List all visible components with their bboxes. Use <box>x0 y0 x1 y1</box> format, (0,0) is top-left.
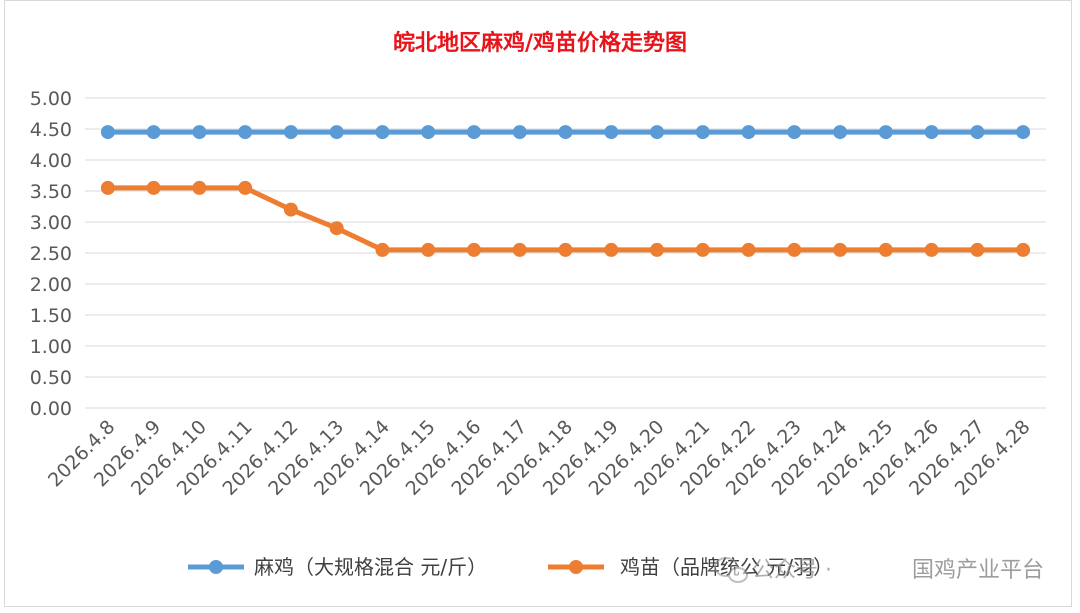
data-point <box>238 125 253 140</box>
y-tick-label: 3.50 <box>30 181 72 203</box>
data-point <box>329 221 344 236</box>
y-tick-label: 0.00 <box>30 398 72 420</box>
y-tick-label: 2.50 <box>30 243 72 265</box>
legend-marker <box>209 560 223 574</box>
data-point <box>100 180 115 195</box>
data-point <box>924 125 939 140</box>
data-point <box>1016 125 1031 140</box>
data-point <box>238 180 253 195</box>
data-point <box>741 242 756 257</box>
y-tick-label: 1.50 <box>30 305 72 327</box>
data-point <box>146 180 161 195</box>
data-point <box>283 202 298 217</box>
data-point <box>512 125 527 140</box>
data-point <box>558 242 573 257</box>
y-tick-label: 0.50 <box>30 367 72 389</box>
watermark-prefix: 公众号 · <box>752 558 832 583</box>
data-point <box>924 242 939 257</box>
data-point <box>650 125 665 140</box>
y-tick-label: 4.50 <box>30 119 72 141</box>
data-point <box>558 125 573 140</box>
data-point <box>787 125 802 140</box>
data-point <box>970 242 985 257</box>
data-point <box>512 242 527 257</box>
data-point <box>833 125 848 140</box>
watermark-text: 国鸡产业平台 <box>912 558 1044 583</box>
data-point <box>970 125 985 140</box>
chart-title: 皖北地区麻鸡/鸡苗价格走势图 <box>393 30 687 56</box>
data-point <box>604 125 619 140</box>
data-point <box>878 125 893 140</box>
data-point <box>283 125 298 140</box>
data-point <box>466 125 481 140</box>
x-axis-ticks: 2026.4.82026.4.92026.4.102026.4.112026.4… <box>44 416 1035 500</box>
data-point <box>833 242 848 257</box>
data-point <box>650 242 665 257</box>
data-point <box>695 125 710 140</box>
data-point <box>329 125 344 140</box>
data-point <box>1016 242 1031 257</box>
series-group <box>100 125 1031 257</box>
data-point <box>604 242 619 257</box>
data-point <box>695 242 710 257</box>
data-point <box>741 125 756 140</box>
y-tick-label: 5.00 <box>30 88 72 110</box>
data-point <box>466 242 481 257</box>
chart-frame <box>4 0 1072 607</box>
y-tick-label: 4.00 <box>30 150 72 172</box>
y-tick-label: 2.00 <box>30 274 72 296</box>
data-point <box>192 180 207 195</box>
legend-label: 麻鸡（大规格混合 元/斤） <box>254 555 487 579</box>
data-point <box>375 242 390 257</box>
watermark: 公众号 · 国鸡产业平台 <box>714 557 1044 583</box>
series-line-2 <box>107 185 1024 253</box>
y-tick-label: 3.00 <box>30 212 72 234</box>
data-point <box>878 242 893 257</box>
legend-marker <box>569 560 583 574</box>
y-axis-ticks: 0.00 0.50 1.00 1.50 2.00 2.50 3.00 3.50 4.00 4.50… <box>30 88 72 420</box>
data-point <box>787 242 802 257</box>
data-point <box>421 242 436 257</box>
data-point <box>146 125 161 140</box>
y-tick-label: 1.00 <box>30 336 72 358</box>
data-point <box>100 125 115 140</box>
data-point <box>192 125 207 140</box>
wechat-icon <box>714 557 748 583</box>
data-point <box>421 125 436 140</box>
data-point <box>375 125 390 140</box>
